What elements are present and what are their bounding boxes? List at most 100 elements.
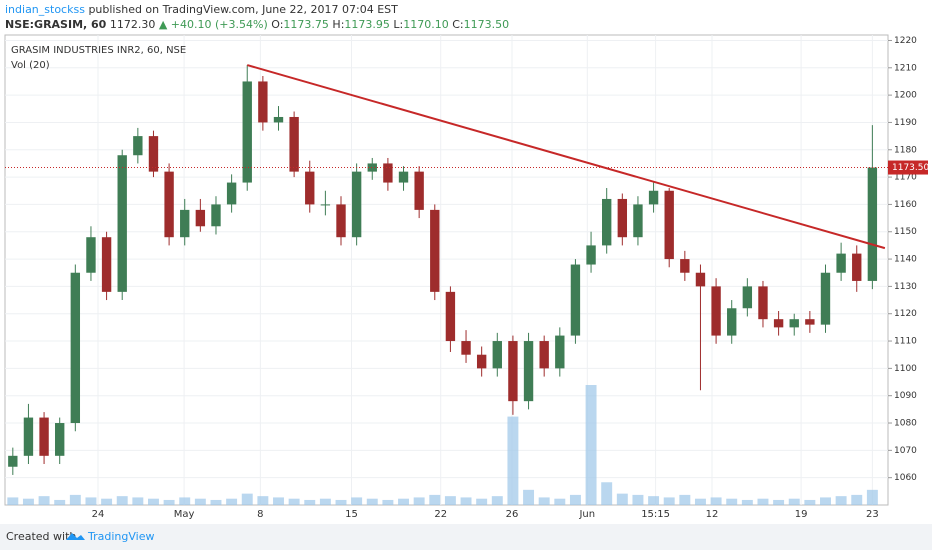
- volume-bar: [382, 499, 394, 505]
- y-tick-label: 1150: [894, 227, 917, 237]
- y-tick-label: 1110: [894, 337, 917, 347]
- volume-bar: [398, 498, 409, 505]
- volume-bar: [632, 494, 644, 505]
- candle-body: [555, 335, 565, 369]
- published: published on TradingView.com, June 22, 2…: [88, 3, 398, 16]
- volume-bar: [194, 498, 206, 505]
- candle-body: [367, 163, 377, 172]
- candle-body: [148, 136, 159, 172]
- volume-bar: [835, 496, 847, 505]
- x-tick-label: 24: [92, 509, 105, 520]
- x-tick-label: Jun: [578, 509, 595, 520]
- candle-body: [586, 245, 596, 265]
- candle-body: [273, 116, 284, 123]
- volume-bar: [38, 496, 50, 505]
- candle-body: [664, 190, 674, 260]
- volume-bar: [569, 494, 581, 505]
- candle-body: [523, 341, 534, 402]
- volume-bar: [147, 498, 159, 505]
- volume-bar: [460, 497, 472, 505]
- volume-bar: [773, 499, 785, 505]
- volume-bar: [54, 499, 66, 505]
- volume-bar: [241, 493, 253, 505]
- candle-body: [86, 237, 96, 273]
- y-tick-label: 1090: [894, 391, 917, 401]
- volume-bar: [820, 497, 831, 505]
- candle-body: [758, 286, 768, 320]
- candle-body: [805, 319, 815, 325]
- candle-body: [602, 198, 612, 246]
- tv-logo: [66, 533, 85, 540]
- volume-bar: [69, 494, 81, 505]
- footer-created: Created with: [6, 530, 76, 543]
- volume-bar: [726, 498, 738, 505]
- candle-body: [226, 182, 237, 205]
- l-label: L:: [393, 18, 403, 31]
- volume-bar: [648, 496, 660, 505]
- volume-bar: [866, 489, 878, 505]
- x-tick-label: 8: [257, 509, 263, 520]
- volume-bar: [179, 497, 191, 505]
- candle-body: [211, 204, 221, 227]
- x-tick-label: 15:15: [641, 509, 670, 520]
- candle-body: [742, 286, 753, 309]
- y-tick-label: 1210: [894, 63, 917, 73]
- volume-bar: [601, 482, 613, 505]
- candle-body: [351, 171, 362, 238]
- candle-body: [164, 171, 174, 238]
- trendline: [246, 64, 886, 250]
- candle-body: [680, 259, 690, 273]
- volume-bar: [663, 497, 675, 505]
- x-tick-label: 23: [866, 509, 879, 520]
- footer-brand[interactable]: TradingView: [87, 530, 154, 543]
- volume-bar: [444, 496, 456, 505]
- y-tick-label: 1130: [894, 282, 917, 292]
- volume-bar: [694, 498, 706, 505]
- y-tick-label: 1180: [894, 145, 917, 155]
- candle-body: [539, 341, 549, 369]
- candle-body: [430, 209, 440, 292]
- volume-bar: [491, 496, 503, 505]
- volume-bar: [85, 497, 97, 505]
- volume-bar: [585, 385, 597, 505]
- y-tick-label: 1060: [894, 473, 917, 483]
- volume-bar: [163, 499, 175, 505]
- volume-bar: [101, 498, 113, 505]
- volume-bar: [319, 498, 331, 505]
- volume-bar: [429, 494, 441, 505]
- candle-body: [8, 455, 18, 467]
- volume-bar: [616, 493, 628, 505]
- volume-bar: [288, 498, 300, 505]
- candle-body: [492, 341, 502, 369]
- candle-body: [414, 171, 424, 210]
- volume-bar: [554, 498, 566, 505]
- last: 1172.30: [110, 18, 156, 31]
- candle-body: [23, 417, 34, 456]
- candle-body: [867, 167, 878, 281]
- volume-bar: [304, 499, 316, 505]
- candle-body: [508, 341, 518, 402]
- author[interactable]: indian_stockss: [5, 3, 85, 16]
- x-tick-label: 22: [434, 509, 447, 520]
- candle-body: [70, 272, 81, 424]
- o-label: O:: [271, 18, 283, 31]
- y-tick-label: 1200: [894, 91, 917, 101]
- o: 1173.75: [283, 18, 329, 31]
- candle-body: [648, 190, 659, 205]
- candle-body: [289, 116, 299, 172]
- candle-body: [727, 308, 737, 336]
- candle-body: [258, 81, 268, 123]
- y-tick-label: 1170: [894, 173, 917, 183]
- y-tick-label: 1140: [894, 255, 917, 265]
- candle-body: [242, 81, 252, 183]
- volume-bar: [757, 498, 769, 505]
- footer-bar: [0, 524, 932, 550]
- volume-bar: [413, 497, 425, 505]
- candle-body: [101, 237, 112, 292]
- candle-body: [305, 171, 315, 205]
- x-tick-label: 26: [506, 509, 519, 520]
- volume-bar: [273, 497, 284, 505]
- candle-body: [633, 204, 643, 238]
